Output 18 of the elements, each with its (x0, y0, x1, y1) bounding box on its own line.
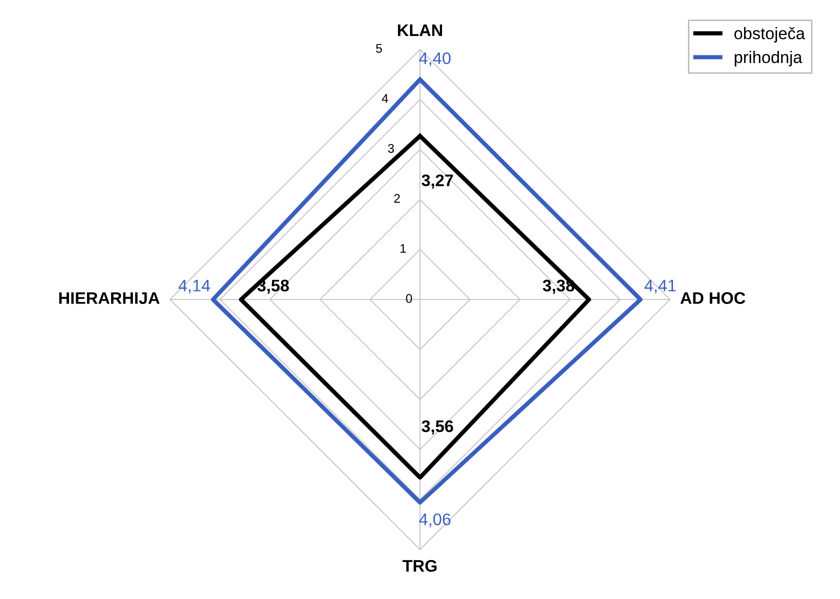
data-label: 4,41 (644, 280, 676, 294)
legend-label: prihodnja (734, 50, 802, 66)
y-tick-label: 4 (382, 94, 388, 103)
spoke-label: AD HOC (680, 292, 746, 304)
y-tick-label: 1 (400, 244, 406, 253)
y-tick-label: 0 (406, 294, 412, 303)
data-label: 3,27 (422, 174, 453, 189)
data-label: 4,40 (419, 52, 451, 66)
y-tick-label: 2 (394, 194, 400, 203)
data-label: 4,06 (419, 513, 450, 528)
data-label: 3,56 (422, 420, 454, 435)
spoke-label: KLAN (398, 24, 442, 36)
data-label: 4,14 (178, 280, 210, 294)
spoke-label: HIERARHIJA (59, 292, 160, 304)
y-tick-label: 3 (388, 144, 394, 153)
y-tick-label: 5 (376, 44, 382, 53)
spoke-label: TRG (402, 560, 437, 572)
legend-label: obstoječa (734, 26, 806, 43)
